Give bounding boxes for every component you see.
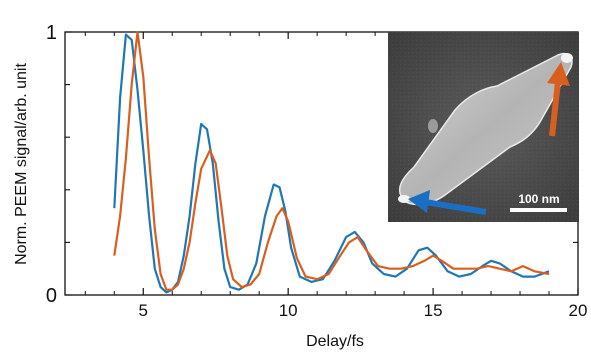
x-axis-label: Delay/fs (306, 333, 364, 350)
x-tick-label: 5 (139, 301, 148, 320)
sem-inset: 100 nm (388, 32, 579, 222)
y-tick-label: 1 (46, 22, 57, 44)
particle-bump (428, 119, 438, 133)
rod-tip-left (398, 195, 410, 203)
blue-arrow (408, 190, 487, 215)
scale-bar-label: 100 nm (518, 192, 559, 206)
orange-arrow (547, 62, 570, 137)
x-tick-label: 10 (279, 301, 298, 320)
rod-tip-right (561, 53, 573, 63)
scale-bar (510, 208, 567, 212)
y-axis-label: Norm. PEEM signal/arb. unit (13, 63, 30, 265)
series-line-1 (113, 33, 550, 294)
x-tick-label: 20 (569, 301, 588, 320)
series-line-2 (113, 30, 550, 291)
y-tick-label: 0 (46, 285, 57, 307)
x-tick-label: 15 (424, 301, 443, 320)
series-layer (113, 30, 550, 294)
